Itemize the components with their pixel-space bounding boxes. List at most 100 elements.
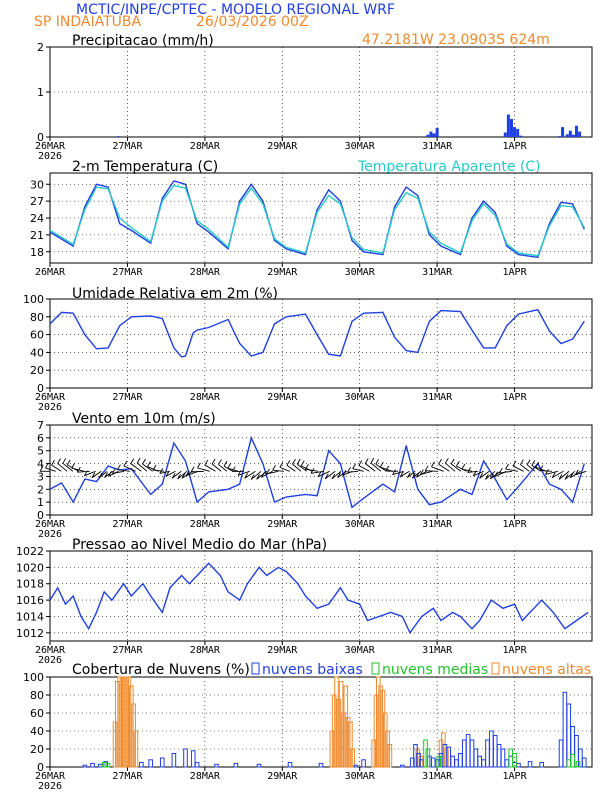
cloud-bar [500,748,506,768]
wind-barb-flag [237,470,242,476]
wind-barb-flag [223,460,228,467]
wind-barb-flag [331,473,336,480]
cloud-bar [581,757,587,768]
y-tick-label: 60 [30,707,44,720]
wind-barb-flag [539,465,544,471]
wind-barb [352,468,364,472]
y-tick-label: 0 [37,509,44,522]
panel-title-humidity: Umidade Relativa em 2m (%) [72,286,278,302]
wind-barb-flag [467,467,472,473]
cloud-bar [287,762,293,768]
y-tick-label: 1014 [16,610,44,623]
wind-barb [136,462,148,472]
cloud-bar [353,764,359,768]
x-tick-label: 30MAR [345,771,376,782]
y-tick-label: 21 [30,229,44,242]
wind-barb [51,464,62,472]
x-year-label: 2026 [38,402,62,413]
cloud-bar [504,759,510,768]
y-tick-label: 1016 [16,594,44,607]
x-tick-label: 30MAR [345,141,376,152]
x-tick-label: 1APR [503,519,528,530]
wind-barb-flag [520,459,524,465]
legend-swatch-mid [371,662,380,675]
wind-barb [266,470,279,475]
wind-barb [108,470,119,477]
x-tick-label: 28MAR [190,392,221,403]
cloud-bar [508,748,513,768]
wind-barb-flag [564,474,569,480]
x-tick-label: 29MAR [267,141,298,152]
x-tick-label: 28MAR [190,141,221,152]
wind-barb [445,462,456,472]
cloud-bar [348,721,353,768]
cloud-bar [473,748,479,768]
cloud-bar [124,676,129,768]
wind-barb [296,463,308,472]
wind-barb-flag [526,459,531,465]
cloud-bar [458,753,463,768]
cloud-bar [512,762,517,768]
x-tick-label: 29MAR [267,267,298,278]
wind-barb-flag [411,472,416,479]
cloud-bar [183,748,188,768]
x-tick-label: 27MAR [112,519,143,530]
precip-bar [116,136,120,137]
cloud-bar [410,757,415,768]
wind-barb-flag [152,464,157,471]
wind-barb [171,470,182,479]
wind-barb [551,470,564,479]
wind-barb-flag [292,458,296,465]
cloud-bar [119,676,125,768]
cloud-bar [465,734,471,768]
wind-barb-flag [494,471,498,477]
y-tick-label: 0 [37,131,44,144]
x-tick-label: 28MAR [190,519,221,530]
wind-barb [91,470,102,479]
y-tick-label: 5 [37,445,44,458]
wind-barb [112,470,125,474]
y-tick-label: 2 [37,483,44,496]
cloud-bar [194,762,200,768]
series-line [49,562,589,635]
precip-bar [575,125,579,137]
wind-barb [130,463,142,472]
cloud-bar [98,763,103,768]
cloud-bar [331,694,337,768]
y-tick-label: 100 [23,671,44,684]
wind-barb [71,467,85,472]
wind-barb [337,470,347,479]
wind-barb-flag [147,461,151,467]
x-tick-label: 1APR [503,771,528,782]
wind-barb [177,470,188,480]
cloud-bar [461,739,467,768]
wind-barb-flag [177,473,181,480]
wind-barb [461,468,473,472]
wind-barb-flag [347,467,351,473]
precip-bar [509,119,513,137]
wind-barb [545,470,558,475]
wind-barb-flag [211,458,216,465]
wind-barb [84,470,96,477]
series-line [49,184,585,257]
cloud-bar [446,746,452,768]
wind-barb-flag [358,460,363,466]
x-tick-label: 28MAR [190,771,221,782]
cloud-bar [562,691,568,768]
wind-barb-flag [370,457,375,464]
wind-barb [62,462,74,472]
cloud-bar [477,755,483,768]
cloud-bar [336,699,342,768]
wind-barb [420,470,433,476]
cloud-bar [438,753,444,768]
precip-bar [432,133,436,137]
precip-bar [578,131,582,137]
cloud-bar [115,681,120,768]
wind-barb-flag [171,473,176,479]
header-run: 26/03/2026 00Z [196,14,309,30]
precip-bar [571,134,575,137]
y-tick-label: 1022 [16,545,44,558]
x-tick-label: 27MAR [112,392,143,403]
wind-barb [399,470,410,478]
